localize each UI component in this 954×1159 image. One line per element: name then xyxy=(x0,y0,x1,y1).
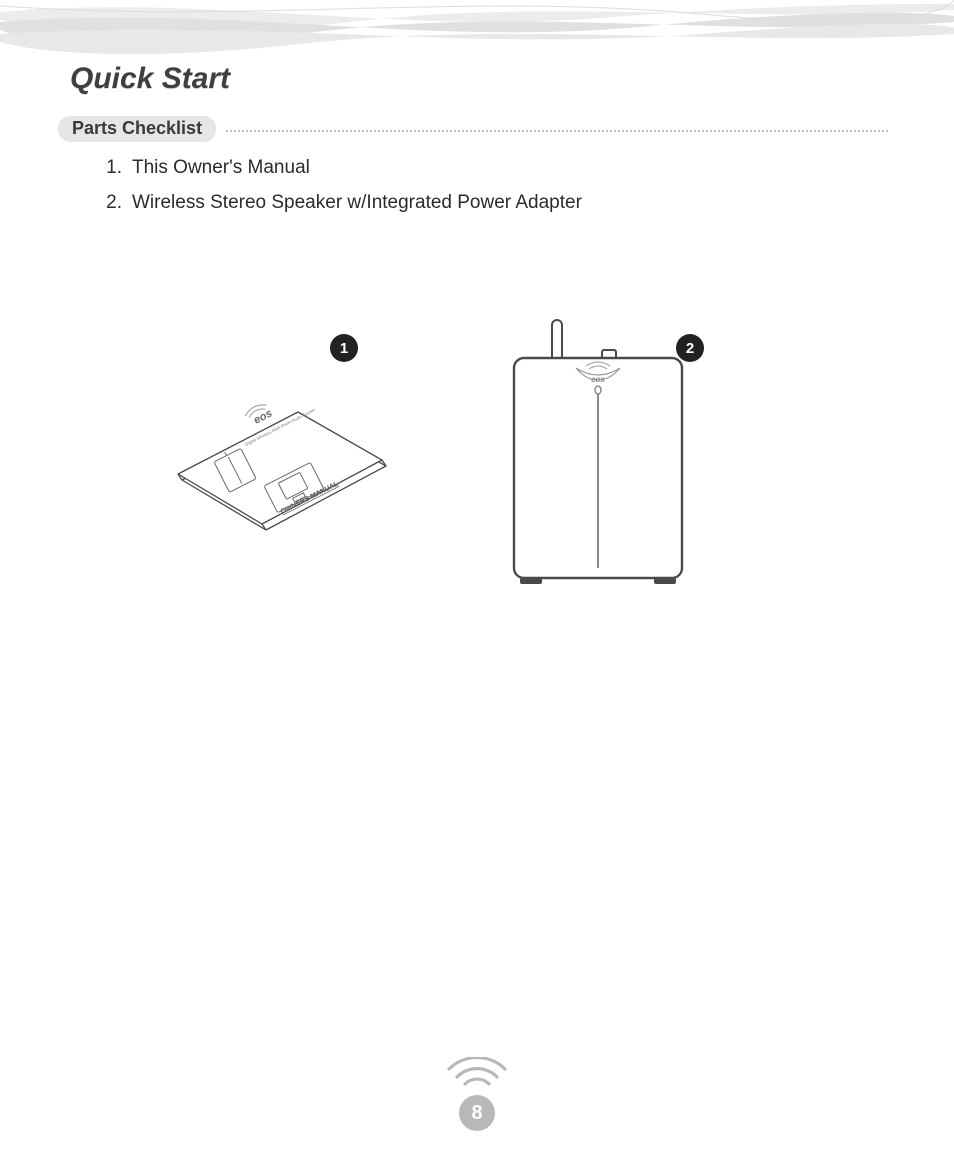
manual-illustration: eos Digital Wireless Multi-Room Audio Sy… xyxy=(160,370,400,560)
wifi-icon xyxy=(445,1057,509,1091)
page-number-badge: 8 xyxy=(459,1095,495,1131)
page-title: Quick Start xyxy=(70,62,230,96)
page-footer: 8 xyxy=(0,1057,954,1131)
figures-area: 1 2 eos Digital Wireless Multi xyxy=(0,320,954,640)
decorative-wave-band xyxy=(0,0,954,56)
list-item: 2. Wireless Stereo Speaker w/Integrated … xyxy=(98,185,582,220)
list-text: Wireless Stereo Speaker w/Integrated Pow… xyxy=(132,185,582,220)
list-number: 1. xyxy=(98,150,132,185)
parts-checklist: 1. This Owner's Manual 2. Wireless Stere… xyxy=(98,150,582,220)
list-item: 1. This Owner's Manual xyxy=(98,150,582,185)
speaker-illustration: eos xyxy=(498,310,698,610)
section-header-row: Parts Checklist xyxy=(58,116,888,142)
speaker-logo-text: eos xyxy=(591,375,605,384)
dotted-leader xyxy=(226,130,888,132)
list-number: 2. xyxy=(98,185,132,220)
figure-badge-1: 1 xyxy=(330,334,358,362)
section-pill: Parts Checklist xyxy=(58,116,216,142)
page: Quick Start Parts Checklist 1. This Owne… xyxy=(0,0,954,1159)
list-text: This Owner's Manual xyxy=(132,150,310,185)
manual-logo-text: eos xyxy=(252,407,274,426)
